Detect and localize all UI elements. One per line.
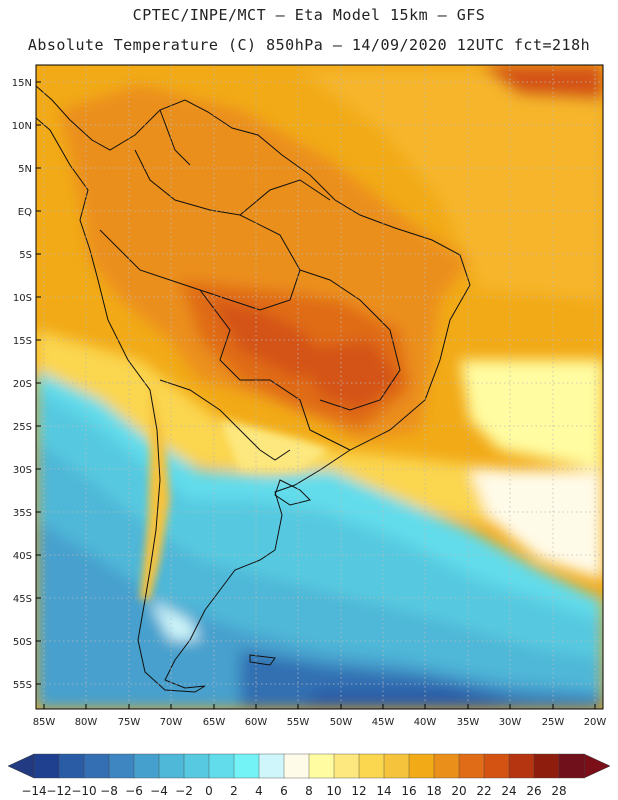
lon-label: 35W	[457, 717, 480, 728]
colorbar-swatch	[333, 753, 360, 779]
lat-label: 30S	[13, 465, 32, 476]
colorbar-swatch	[358, 753, 385, 779]
colorbar-label: 6	[280, 784, 288, 798]
colorbar-label: 14	[376, 784, 391, 798]
lat-label: 5S	[19, 250, 32, 261]
lat-label: 25S	[13, 422, 32, 433]
colorbar-swatch	[183, 753, 210, 779]
lon-label: 25W	[542, 717, 565, 728]
colorbar-swatch	[233, 753, 260, 779]
lat-label: 45S	[13, 594, 32, 605]
colorbar-label: 4	[255, 784, 263, 798]
colorbar-label: 16	[401, 784, 416, 798]
colorbar: −14 −12 −10 −8 −6 −4 −2 0 2 4 6 8 10 12 14 16 18 20 22 24 26…	[7, 753, 611, 798]
colorbar-label: −6	[125, 784, 143, 798]
longitude-labels: 85W 80W 75W 70W 65W 60W 55W 50W 45W 40W …	[33, 717, 607, 728]
coastline	[36, 85, 471, 693]
map-frame	[35, 64, 604, 710]
colorbar-swatch	[533, 753, 560, 779]
lon-label: 20W	[584, 717, 607, 728]
map-subtitle: Absolute Temperature (C) 850hPa – 14/09/…	[27, 36, 591, 54]
colorbar-label: 20	[451, 784, 466, 798]
lat-label: 55S	[13, 680, 32, 691]
colorbar-swatch	[33, 753, 60, 779]
colorbar-label: 2	[230, 784, 238, 798]
colorbar-label: 24	[501, 784, 516, 798]
colorbar-swatch	[158, 753, 185, 779]
colorbar-swatch	[483, 753, 510, 779]
colorbar-swatch	[408, 753, 435, 779]
lon-label: 50W	[330, 717, 353, 728]
colorbar-swatch	[133, 753, 160, 779]
colorbar-swatch	[558, 753, 585, 779]
colorbar-under-arrow	[7, 753, 35, 779]
colorbar-over-arrow	[583, 753, 611, 779]
colorbar-label: 28	[551, 784, 566, 798]
colorbar-label: −4	[150, 784, 168, 798]
latitude-labels: 15N 10N 5N EQ 5S 10S 15S 20S 25S 30S 35S…	[12, 78, 32, 691]
lon-label: 75W	[118, 717, 141, 728]
lat-label: 15N	[12, 78, 32, 89]
colorbar-swatch	[83, 753, 110, 779]
lat-label: 10N	[12, 121, 32, 132]
colorbar-label: −12	[46, 784, 71, 798]
colorbar-label: −8	[100, 784, 118, 798]
colorbar-swatch	[108, 753, 135, 779]
colorbar-label: 10	[326, 784, 341, 798]
colorbar-label: 0	[205, 784, 213, 798]
lat-label: 50S	[13, 637, 32, 648]
colorbar-swatch	[283, 753, 310, 779]
colorbar-swatch	[58, 753, 85, 779]
lon-label: 55W	[287, 717, 310, 728]
lon-label: 30W	[499, 717, 522, 728]
lat-label: 40S	[13, 551, 32, 562]
colorbar-label: −14	[21, 784, 46, 798]
lon-label: 45W	[372, 717, 395, 728]
lon-label: 85W	[33, 717, 56, 728]
lon-label: 80W	[75, 717, 98, 728]
lon-label: 60W	[245, 717, 268, 728]
colorbar-label: 8	[305, 784, 313, 798]
lon-label: 65W	[203, 717, 226, 728]
colorbar-swatch	[458, 753, 485, 779]
lat-label: EQ	[18, 207, 32, 218]
lat-label: 35S	[13, 508, 32, 519]
lon-label: 70W	[160, 717, 183, 728]
temperature-field	[36, 65, 603, 709]
colorbar-label: 22	[476, 784, 491, 798]
colorbar-swatch	[258, 753, 285, 779]
colorbar-label: 26	[526, 784, 541, 798]
lat-label: 10S	[13, 293, 32, 304]
map-title: CPTEC/INPE/MCT – Eta Model 15km – GFS	[132, 6, 486, 24]
colorbar-label: −10	[71, 784, 96, 798]
graticule	[36, 65, 603, 709]
colorbar-label: 12	[351, 784, 366, 798]
axis-ticks	[36, 81, 596, 709]
colorbar-label: 18	[426, 784, 441, 798]
colorbar-swatch	[208, 753, 235, 779]
colorbar-swatch	[308, 753, 335, 779]
lat-label: 15S	[13, 336, 32, 347]
lat-label: 20S	[13, 379, 32, 390]
colorbar-swatch	[383, 753, 410, 779]
colorbar-label: −2	[175, 784, 193, 798]
colorbar-swatch	[508, 753, 535, 779]
colorbar-swatch	[433, 753, 460, 779]
lat-label: 5N	[18, 164, 32, 175]
lon-label: 40W	[414, 717, 437, 728]
